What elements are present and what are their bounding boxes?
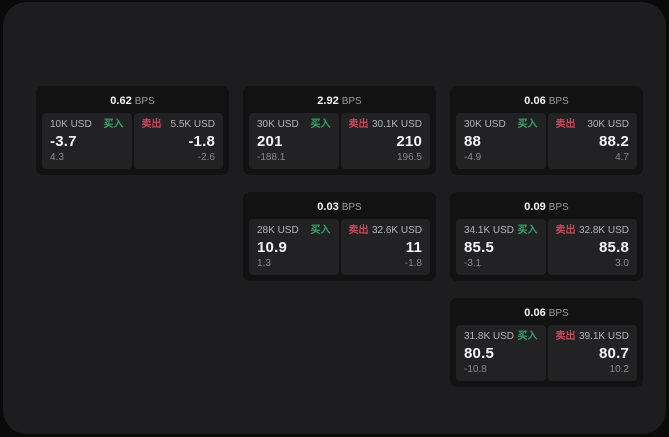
- sell-price: 80.7: [599, 345, 629, 362]
- sell-panel[interactable]: 卖出 39.1K USD 80.7 10.2: [547, 325, 637, 381]
- spread-card: 0.09 BPS 34.1K USD 买入 85.5 -3.1 卖出 32.8K …: [450, 192, 643, 281]
- buy-price: 85.5: [464, 239, 494, 256]
- buy-price: 201: [257, 133, 283, 150]
- buy-panel[interactable]: 28K USD 买入 10.9 1.3: [249, 219, 339, 275]
- buy-amount: 30K USD: [464, 119, 506, 130]
- sell-panel[interactable]: 卖出 32.6K USD 11 -1.8: [340, 219, 430, 275]
- sell-delta: 3.0: [615, 258, 629, 269]
- buy-amount: 10K USD: [50, 119, 92, 130]
- buy-delta: -188.1: [257, 152, 286, 163]
- sell-label: 卖出: [555, 225, 576, 236]
- spread-card: 0.62 BPS 10K USD 买入 -3.7 4.3 卖出 5.5K USD: [36, 86, 229, 175]
- sell-panel[interactable]: 卖出 30.1K USD 210 196.5: [340, 113, 430, 169]
- buy-label: 买入: [310, 119, 331, 130]
- sell-amount: 30.1K USD: [371, 119, 422, 130]
- buy-price: 10.9: [257, 239, 287, 256]
- main-panel: 0.62 BPS 10K USD 买入 -3.7 4.3 卖出 5.5K USD: [3, 2, 666, 434]
- bps-header: 0.09 BPS: [456, 197, 637, 219]
- spread-card-grid: 0.62 BPS 10K USD 买入 -3.7 4.3 卖出 5.5K USD: [36, 86, 643, 387]
- bps-value: 2.92: [317, 95, 339, 107]
- bps-value: 0.09: [524, 201, 546, 213]
- sell-price: 11: [405, 239, 422, 256]
- buy-label: 买入: [517, 225, 538, 236]
- bps-header: 0.03 BPS: [249, 197, 430, 219]
- bps-unit: BPS: [134, 96, 155, 107]
- bps-header: 0.06 BPS: [456, 91, 637, 113]
- bps-unit: BPS: [341, 202, 362, 213]
- sell-delta: 4.7: [615, 152, 629, 163]
- buy-amount: 34.1K USD: [464, 225, 515, 236]
- buy-delta: 1.3: [257, 258, 271, 269]
- buy-panel[interactable]: 34.1K USD 买入 85.5 -3.1: [456, 219, 546, 275]
- bps-header: 0.06 BPS: [456, 303, 637, 325]
- bps-unit: BPS: [548, 202, 569, 213]
- sell-price: 210: [396, 133, 422, 150]
- sell-amount: 32.6K USD: [371, 225, 422, 236]
- spread-card: 0.06 BPS 31.8K USD 买入 80.5 -10.8 卖出 39.1K…: [450, 298, 643, 387]
- buy-amount: 31.8K USD: [464, 331, 515, 342]
- buy-label: 买入: [517, 119, 538, 130]
- buy-amount: 30K USD: [257, 119, 299, 130]
- buy-price: 80.5: [464, 345, 494, 362]
- sell-price: -1.8: [188, 133, 215, 150]
- buy-delta: 4.3: [50, 152, 64, 163]
- sell-delta: -2.6: [197, 152, 215, 163]
- buy-delta: -10.8: [464, 364, 487, 375]
- buy-label: 买入: [310, 225, 331, 236]
- sell-panel[interactable]: 卖出 32.8K USD 85.8 3.0: [547, 219, 637, 275]
- sell-label: 卖出: [348, 225, 369, 236]
- sell-price: 88.2: [599, 133, 629, 150]
- spread-card: 0.06 BPS 30K USD 买入 88 -4.9 卖出 30K USD: [450, 86, 643, 175]
- bps-unit: BPS: [548, 96, 569, 107]
- sell-delta: 196.5: [396, 152, 422, 163]
- buy-panel[interactable]: 30K USD 买入 88 -4.9: [456, 113, 546, 169]
- bps-value: 0.06: [524, 307, 546, 319]
- bps-unit: BPS: [548, 308, 569, 319]
- bps-header: 2.92 BPS: [249, 91, 430, 113]
- buy-panel[interactable]: 30K USD 买入 201 -188.1: [249, 113, 339, 169]
- buy-price: 88: [464, 133, 482, 150]
- sell-amount: 5.5K USD: [170, 119, 215, 130]
- buy-panel[interactable]: 31.8K USD 买入 80.5 -10.8: [456, 325, 546, 381]
- sell-amount: 39.1K USD: [578, 331, 629, 342]
- sell-delta: 10.2: [609, 364, 629, 375]
- bps-header: 0.62 BPS: [42, 91, 223, 113]
- sell-delta: -1.8: [404, 258, 422, 269]
- sell-panel[interactable]: 卖出 30K USD 88.2 4.7: [547, 113, 637, 169]
- sell-label: 卖出: [555, 331, 576, 342]
- sell-label: 卖出: [555, 119, 576, 130]
- bps-value: 0.03: [317, 201, 339, 213]
- buy-price: -3.7: [50, 133, 77, 150]
- sell-amount: 32.8K USD: [578, 225, 629, 236]
- buy-panel[interactable]: 10K USD 买入 -3.7 4.3: [42, 113, 132, 169]
- bps-unit: BPS: [341, 96, 362, 107]
- sell-price: 85.8: [599, 239, 629, 256]
- sell-panel[interactable]: 卖出 5.5K USD -1.8 -2.6: [133, 113, 223, 169]
- spread-card: 0.03 BPS 28K USD 买入 10.9 1.3 卖出 32.6K USD: [243, 192, 436, 281]
- sell-label: 卖出: [141, 119, 162, 130]
- bps-value: 0.62: [110, 95, 132, 107]
- sell-label: 卖出: [348, 119, 369, 130]
- buy-delta: -3.1: [464, 258, 482, 269]
- bps-value: 0.06: [524, 95, 546, 107]
- buy-delta: -4.9: [464, 152, 482, 163]
- spread-card: 2.92 BPS 30K USD 买入 201 -188.1 卖出 30.1K U…: [243, 86, 436, 175]
- buy-label: 买入: [517, 331, 538, 342]
- buy-amount: 28K USD: [257, 225, 299, 236]
- buy-label: 买入: [103, 119, 124, 130]
- sell-amount: 30K USD: [587, 119, 629, 130]
